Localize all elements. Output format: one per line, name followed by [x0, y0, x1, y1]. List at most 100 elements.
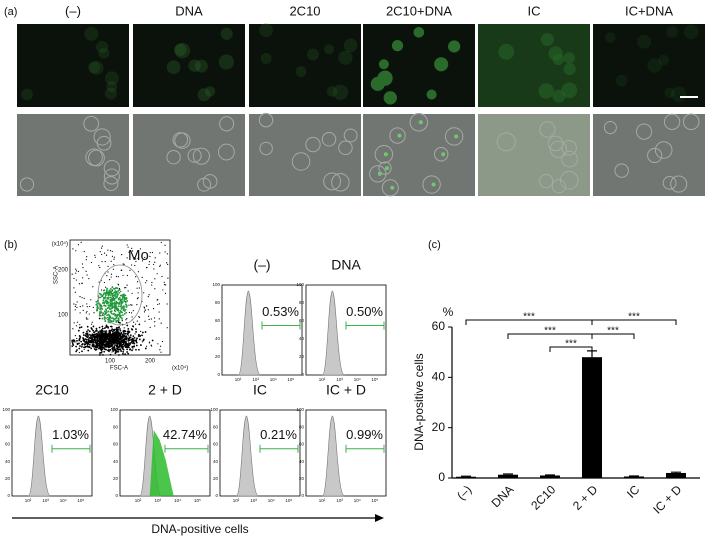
cell [383, 91, 398, 105]
event [124, 337, 126, 339]
event [87, 335, 89, 337]
y-tick-label: 60 [213, 442, 219, 447]
event [92, 325, 95, 328]
event [127, 330, 129, 333]
event [145, 267, 148, 269]
event [108, 329, 111, 332]
y-tick-label: 80 [299, 300, 305, 305]
gated-event [120, 300, 123, 303]
event [126, 346, 128, 348]
gated-event [105, 294, 107, 297]
event [124, 287, 126, 289]
y-tick-label: 20 [113, 476, 119, 481]
bar [624, 476, 644, 478]
fluorescence-image [478, 24, 590, 107]
gated-event [106, 297, 109, 299]
event [72, 248, 74, 250]
event [122, 332, 125, 334]
event [159, 265, 161, 267]
event [110, 273, 113, 275]
event [103, 252, 106, 254]
gated-event [116, 302, 119, 304]
significance-label: *** [628, 312, 640, 323]
event [100, 247, 103, 249]
event [166, 303, 168, 305]
cell-signal [441, 152, 446, 157]
event [160, 241, 162, 244]
x-unit: (x10⁴) [172, 365, 188, 372]
gated-event [110, 317, 113, 320]
error-bar [503, 473, 513, 475]
event [84, 343, 86, 346]
gated-event [125, 311, 128, 314]
event [107, 265, 109, 267]
event [110, 260, 112, 262]
event [136, 320, 138, 322]
event [127, 328, 130, 330]
cell-outline [103, 176, 119, 192]
y-tick-label: 20 [213, 476, 219, 481]
gated-event [109, 319, 112, 322]
event [72, 328, 74, 330]
event [87, 332, 89, 334]
event [132, 326, 135, 328]
gated-event [120, 308, 123, 310]
event [114, 352, 117, 355]
y-tick-label: 20 [5, 476, 11, 481]
event [138, 315, 140, 318]
gated-event [102, 299, 105, 302]
bar [498, 474, 518, 478]
x-tick-label: IC [624, 482, 643, 501]
event [123, 327, 125, 329]
y-tick-label: 80 [299, 424, 305, 429]
gated-event [123, 293, 125, 296]
event [78, 342, 80, 345]
gated-event [104, 296, 107, 299]
event [142, 258, 144, 260]
event [98, 281, 100, 283]
event [144, 331, 147, 333]
event [117, 350, 120, 353]
bar [582, 357, 602, 478]
event [141, 334, 143, 337]
event [112, 268, 114, 270]
y-tick-label: 60 [299, 442, 305, 447]
event [105, 336, 108, 339]
event [102, 339, 105, 341]
gated-event [115, 320, 117, 322]
event [102, 335, 105, 337]
gated-event [126, 300, 129, 302]
event [166, 327, 168, 329]
x-label: DNA-positive cells [151, 522, 248, 536]
event [166, 262, 168, 264]
event [112, 342, 115, 345]
event [93, 338, 96, 341]
significance-label: *** [544, 326, 556, 337]
event [122, 274, 124, 277]
column-header: IC [528, 3, 541, 18]
gated-event [122, 308, 125, 311]
event [119, 329, 122, 332]
event [111, 351, 113, 353]
gated-event [116, 307, 119, 310]
event [96, 340, 98, 342]
event [131, 316, 133, 318]
cell [563, 63, 576, 76]
event [73, 322, 75, 324]
event [147, 296, 149, 298]
event [108, 341, 111, 344]
event [133, 321, 135, 323]
event [87, 338, 90, 340]
gated-event [119, 298, 122, 301]
event [138, 336, 140, 338]
event [127, 337, 130, 340]
event [109, 249, 112, 252]
gated-event [101, 317, 104, 320]
event [84, 345, 87, 348]
event [101, 351, 103, 353]
event [98, 265, 100, 267]
event [144, 347, 147, 350]
event [136, 304, 138, 306]
gated-event [107, 318, 110, 321]
